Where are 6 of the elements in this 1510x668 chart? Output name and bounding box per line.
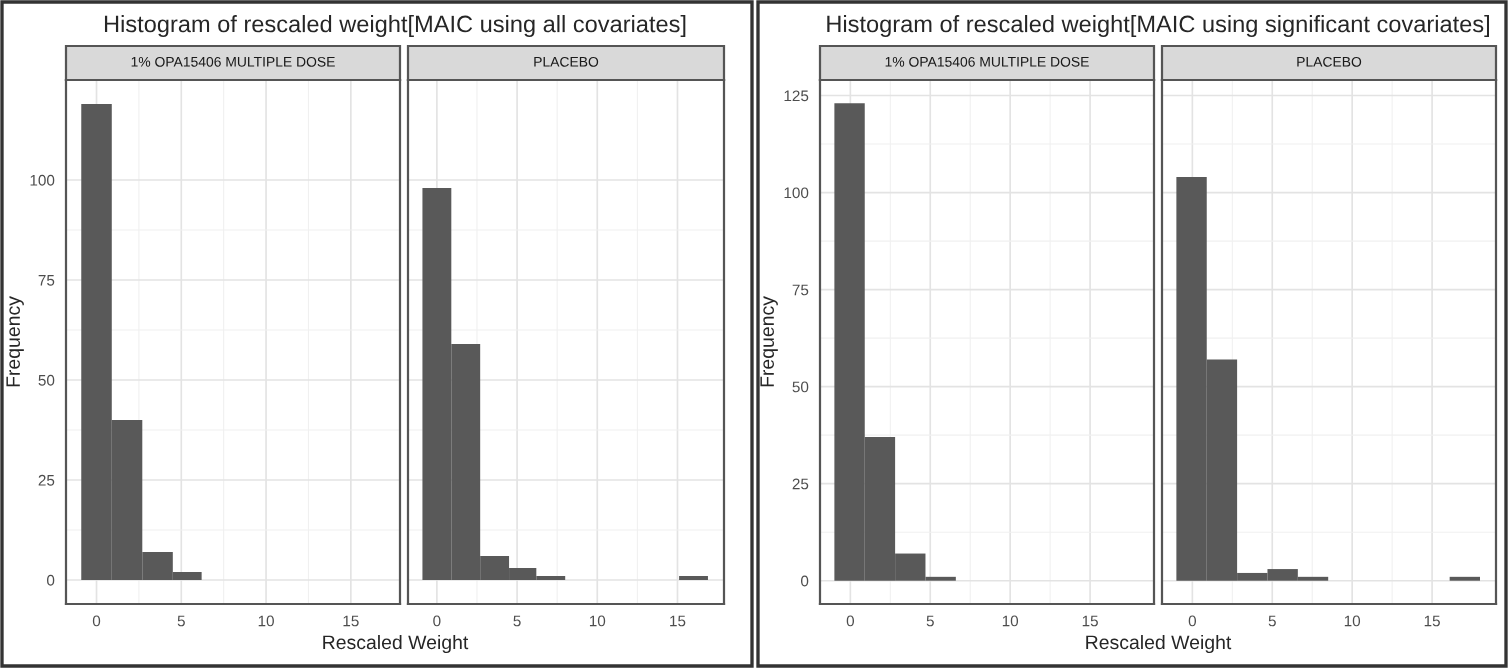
x-axis-title: Rescaled Weight <box>1086 634 1232 654</box>
x-axis-title: Rescaled Weight <box>323 634 469 654</box>
y-axis-title: Frequency <box>6 296 24 387</box>
chart-title: Histogram of rescaled weight[MAIC using significant covariates] <box>827 15 1489 37</box>
chart-title: Histogram of rescaled weight[MAIC using all covariates] <box>104 15 686 37</box>
y-axis-title: Frequency <box>760 296 778 387</box>
